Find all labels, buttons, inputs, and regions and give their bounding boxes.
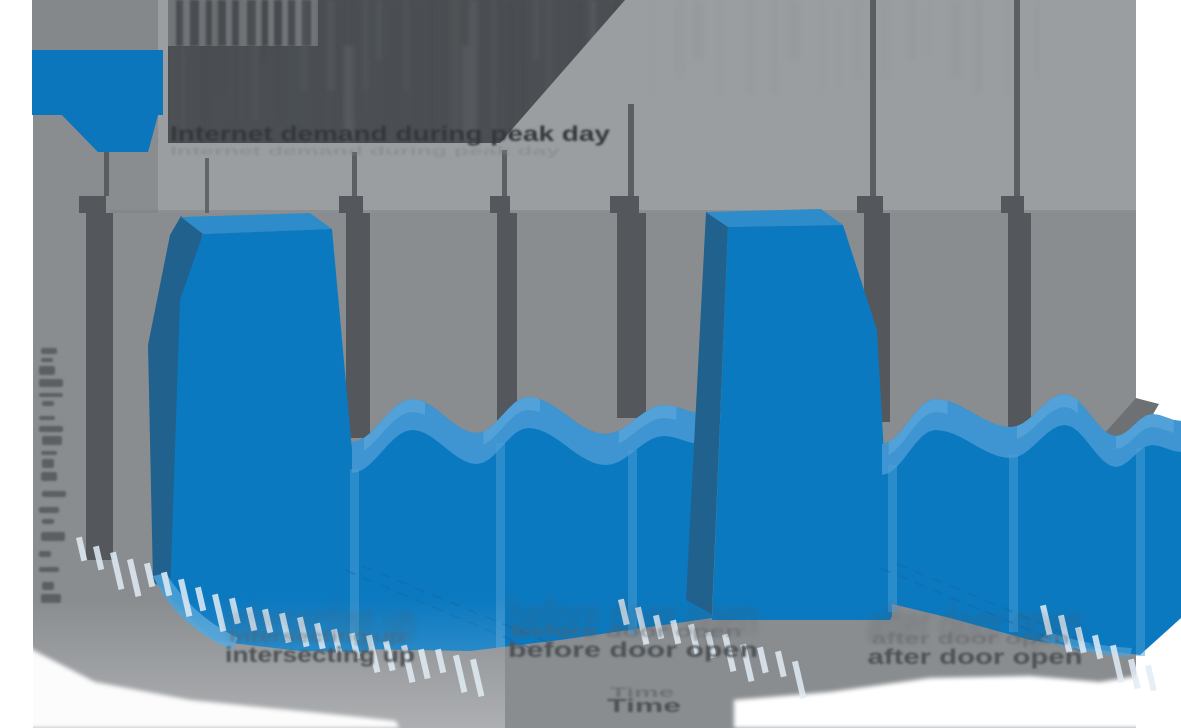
svg-text:after door open: after door open [872, 629, 1070, 648]
svg-text:before door open: before door open [508, 639, 758, 662]
svg-text:intersecting up: intersecting up [229, 627, 404, 646]
svg-text:Internet demand during peak da: Internet demand during peak day [170, 144, 561, 158]
svg-text:Internet demand during peak da: Internet demand during peak day [170, 123, 610, 146]
svg-text:after door open: after door open [868, 594, 1083, 654]
svg-text:intersecting up: intersecting up [225, 592, 415, 652]
svg-text:Time: Time [607, 696, 681, 716]
svg-text:before door open: before door open [508, 587, 758, 647]
svg-text:Time: Time [610, 684, 674, 700]
svg-text:intersecting up: intersecting up [225, 644, 415, 667]
svg-text:before door open: before door open [512, 622, 742, 641]
svg-text:after door open: after door open [868, 646, 1083, 669]
